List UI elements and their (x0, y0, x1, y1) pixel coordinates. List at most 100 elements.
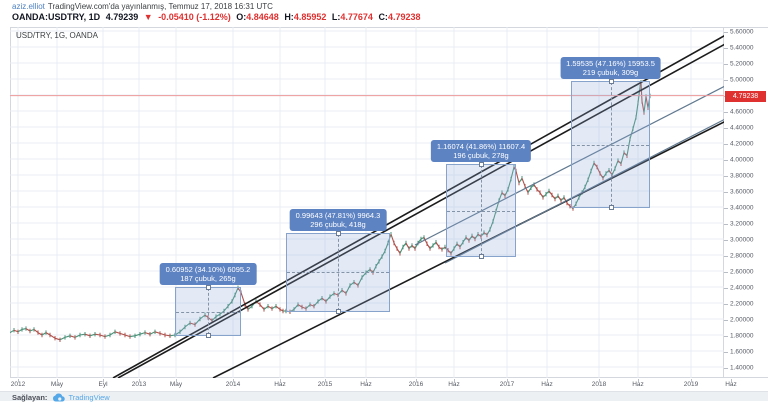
symbol-name[interactable]: OANDA:USDTRY, 1D (12, 12, 101, 22)
price-tick (724, 240, 728, 241)
price-tick-label: 3.60000 (730, 188, 754, 196)
price-tick-label: 3.20000 (730, 220, 754, 228)
time-tick (599, 379, 600, 382)
time-tick (416, 379, 417, 382)
date-price-range-box-4[interactable] (571, 78, 650, 211)
price-tick-label: 5.40000 (730, 44, 754, 52)
low-value: 4.77674 (340, 12, 373, 22)
time-tick-label: 2012 (10, 381, 26, 388)
time-tick (280, 379, 281, 382)
range-tooltip-2: 0.99643 (47.81%) 9964.3 296 çubuk, 418g (289, 208, 387, 231)
box-top-handle[interactable] (479, 162, 484, 168)
low-label: L: (331, 12, 341, 22)
box-top-handle[interactable] (608, 78, 614, 84)
tradingview-cloud-icon (53, 392, 66, 402)
time-tick-label: 2018 (591, 381, 607, 388)
range-tooltip-1: 0.60952 (34.10%) 6095.2 187 çubuk, 265g (159, 263, 257, 286)
box-center-horizontal-dashed (572, 144, 649, 146)
price-tick-label: 4.20000 (730, 140, 754, 148)
box-top-handle[interactable] (336, 230, 341, 236)
time-tick (325, 379, 326, 382)
provider-label: Sağlayan: (12, 392, 48, 402)
price-tick (724, 128, 728, 129)
price-tick-label: 4.60000 (730, 108, 754, 116)
time-tick (731, 379, 732, 382)
price-tick (724, 272, 728, 273)
time-tick (233, 379, 234, 382)
time-tick-label: Haz (448, 381, 460, 388)
time-tick-label: May (169, 381, 183, 388)
time-tick (176, 379, 177, 382)
open-label: O: (236, 12, 247, 22)
price-tick-label: 2.00000 (730, 316, 754, 324)
price-tick (724, 352, 728, 353)
price-tick (724, 192, 728, 193)
top-bar: aziz.elliot TradingView.com'da yayınlanmı… (0, 0, 768, 27)
date-price-range-box-1[interactable] (175, 285, 241, 339)
time-tick-label: 2014 (225, 381, 241, 388)
box-top-handle[interactable] (206, 285, 211, 291)
high-label: H: (284, 12, 294, 22)
price-tick (724, 32, 728, 33)
price-tick-label: 3.40000 (730, 204, 754, 212)
date-price-range-box-2[interactable] (286, 230, 390, 315)
price-tick (724, 304, 728, 305)
price-tick (724, 64, 728, 65)
date-price-range-box-3[interactable] (446, 162, 516, 260)
box-bottom-handle[interactable] (608, 205, 614, 211)
time-axis[interactable]: 2012 May Eyl 2013 May 2014 Haz 2015 Haz 2016 Haz 20… (0, 379, 768, 391)
chart-pane[interactable]: USD/TRY, 1G, OANDA 0.60952 (34.10%) 6095… (0, 27, 768, 379)
time-tick (454, 379, 455, 382)
time-tick (547, 379, 548, 382)
provider-link[interactable]: TradingView (68, 392, 110, 402)
box-bottom-handle[interactable] (336, 309, 341, 315)
chart-legend: USD/TRY, 1G, OANDA (16, 31, 98, 40)
time-tick (57, 379, 58, 382)
price-tick-label: 5.00000 (730, 76, 754, 84)
price-tick-label: 1.80000 (730, 332, 754, 340)
price-tick-label: 1.40000 (730, 364, 754, 372)
time-tick (103, 379, 104, 382)
time-tick-label: Eyl (98, 381, 108, 388)
time-tick-label: 2019 (683, 381, 699, 388)
time-tick-label: 2013 (131, 381, 147, 388)
price-tick-label: 5.60000 (730, 28, 754, 36)
time-tick-label: Haz (632, 381, 644, 388)
publish-line: aziz.elliot TradingView.com'da yayınlanmı… (12, 2, 273, 11)
time-tick (366, 379, 367, 382)
box-center-horizontal-dashed (447, 210, 515, 212)
price-tick-label: 2.80000 (730, 252, 754, 260)
close-value: 4.79238 (387, 12, 421, 22)
price-tick-label: 5.20000 (730, 60, 754, 68)
box-bottom-handle[interactable] (479, 254, 484, 260)
price-tick-label: 2.40000 (730, 284, 754, 292)
price-tick-label: 4.40000 (730, 124, 754, 132)
down-arrow-icon: ▼ (143, 12, 153, 22)
price-tick (724, 160, 728, 161)
price-change: -0.05410 (-1.12%) (158, 12, 231, 22)
time-tick-label: Haz (725, 381, 737, 388)
price-tick (724, 224, 728, 225)
time-tick (139, 379, 140, 382)
box-center-horizontal-dashed (287, 272, 389, 274)
time-tick-label: 2016 (408, 381, 424, 388)
close-label: C: (378, 12, 388, 22)
time-tick-label: Haz (541, 381, 553, 388)
time-tick (18, 379, 19, 382)
box-center-horizontal-dashed (176, 311, 240, 313)
price-tick (724, 256, 728, 257)
price-tick-label: 2.20000 (730, 300, 754, 308)
price-tick (724, 144, 728, 145)
range-tooltip-4: 1.59535 (47.16%) 15953.5 219 çubuk, 309g (560, 56, 661, 79)
price-tick-label: 2.60000 (730, 268, 754, 276)
time-tick (691, 379, 692, 382)
author-link[interactable]: aziz.elliot (12, 2, 45, 11)
footer-bar: Sağlayan: TradingView (0, 391, 768, 402)
high-value: 4.85952 (293, 12, 327, 22)
price-tick (724, 176, 728, 177)
box-bottom-handle[interactable] (206, 333, 211, 339)
price-axis[interactable]: 1.40000 1.60000 1.80000 2.00000 2.20000 2.400… (724, 27, 768, 378)
time-tick-label: Haz (274, 381, 286, 388)
publish-text: TradingView.com'da yayınlanmış, Temmuz 1… (47, 2, 273, 11)
